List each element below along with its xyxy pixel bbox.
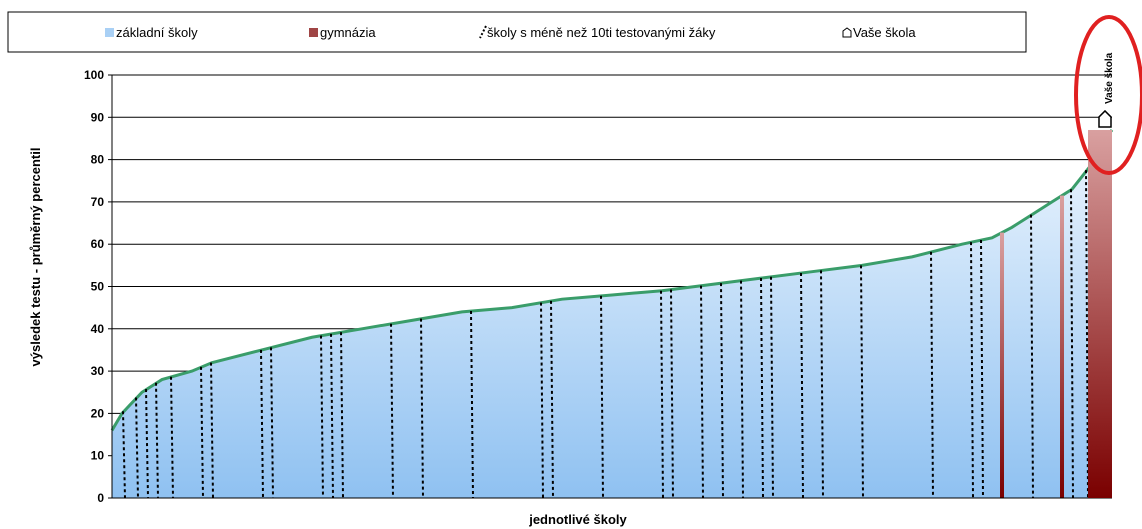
y-tick-label: 100 [84,68,104,82]
small-school-bar [860,265,864,499]
small-school-bar [155,382,159,499]
y-tick-label: 20 [91,406,105,420]
y-tick-label: 40 [91,322,105,336]
small-school-bar [260,349,264,499]
y-tick-label: 50 [91,280,105,294]
small-school-bar [820,270,824,499]
y-tick-label: 90 [91,110,105,124]
vase-skola-marker [1098,109,1112,128]
legend-swatch-gymnazia [309,28,318,37]
y-tick-label: 10 [91,449,105,463]
legend-swatch-vase [842,27,852,38]
legend-label-vase: Vaše škola [853,25,916,40]
small-school-bar [930,251,934,499]
small-school-bar [1030,214,1034,499]
legend-label-gymnazia: gymnázia [320,25,376,40]
gymnazium-bar [1060,195,1064,498]
small-school-bar [660,290,664,499]
gymnazium-bar [1000,232,1004,498]
vase-skola-label: Vaše škola [1104,52,1115,104]
series-line [110,129,1114,432]
small-school-bar [170,376,174,499]
small-school-bar [980,239,984,499]
x-axis-title: jednotlivé školy [528,512,627,527]
y-tick-label: 30 [91,364,105,378]
small-school-bar [390,323,394,499]
small-school-bar [600,295,604,499]
y-tick-label: 80 [91,153,105,167]
small-school-bar [270,347,274,499]
y-tick-label: 70 [91,195,105,209]
small-school-bar [760,278,764,499]
small-school-bar [340,332,344,499]
legend-box [7,11,1027,53]
small-school-bar [670,289,674,499]
small-school-bar [540,302,544,499]
small-school-bar [470,311,474,499]
small-school-bar [145,389,149,499]
legend-label-male: školy s méně než 10ti testovanými žáky [487,25,716,40]
small-school-bar [550,300,554,499]
legend-label-zakladni: základní školy [116,25,198,40]
small-school-bar [800,272,804,499]
small-school-bar [970,242,974,499]
small-school-bar [210,362,214,499]
marker-layer: Vaše škola [1074,15,1142,499]
small-school-bar [770,276,774,499]
legend: základní školy gymnázia školy s méně než… [105,25,916,40]
highlight-circle [1074,15,1142,175]
y-tick-label: 60 [91,237,105,251]
small-school-bar [200,366,204,499]
y-tick-label: 0 [97,491,104,505]
small-school-bar [700,285,704,499]
axis-layer: 0 10 20 30 40 50 60 70 80 90 100 [84,68,1112,505]
small-school-bar [122,411,126,499]
legend-swatch-zakladni [105,28,114,37]
vase-skola-bar [1088,129,1112,499]
small-school-bar [740,280,744,499]
y-axis-title: výsledek testu - průměrný percentil [28,148,43,367]
small-school-bar [1085,170,1089,499]
small-school-bar [135,397,139,499]
